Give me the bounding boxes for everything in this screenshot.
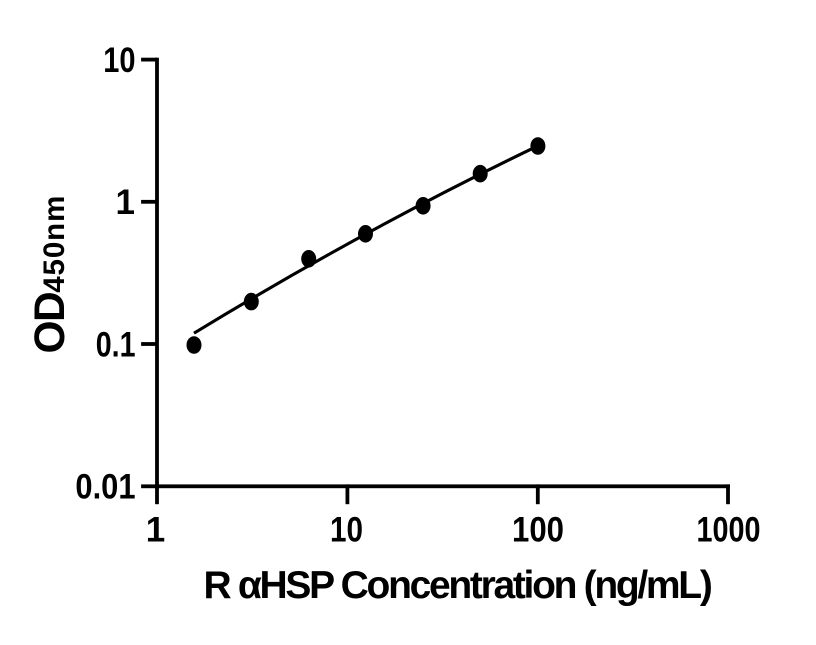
svg-text:10: 10 xyxy=(330,511,363,550)
svg-text:1: 1 xyxy=(146,511,165,550)
svg-text:10: 10 xyxy=(103,41,135,80)
svg-text:1000: 1000 xyxy=(697,511,761,550)
svg-text:R αHSP Concentration (ng/mL): R αHSP Concentration (ng/mL) xyxy=(203,564,711,607)
svg-text:0.01: 0.01 xyxy=(75,468,135,507)
svg-text:1: 1 xyxy=(116,183,135,222)
svg-text:100: 100 xyxy=(512,511,564,550)
svg-text:0.1: 0.1 xyxy=(96,325,136,364)
